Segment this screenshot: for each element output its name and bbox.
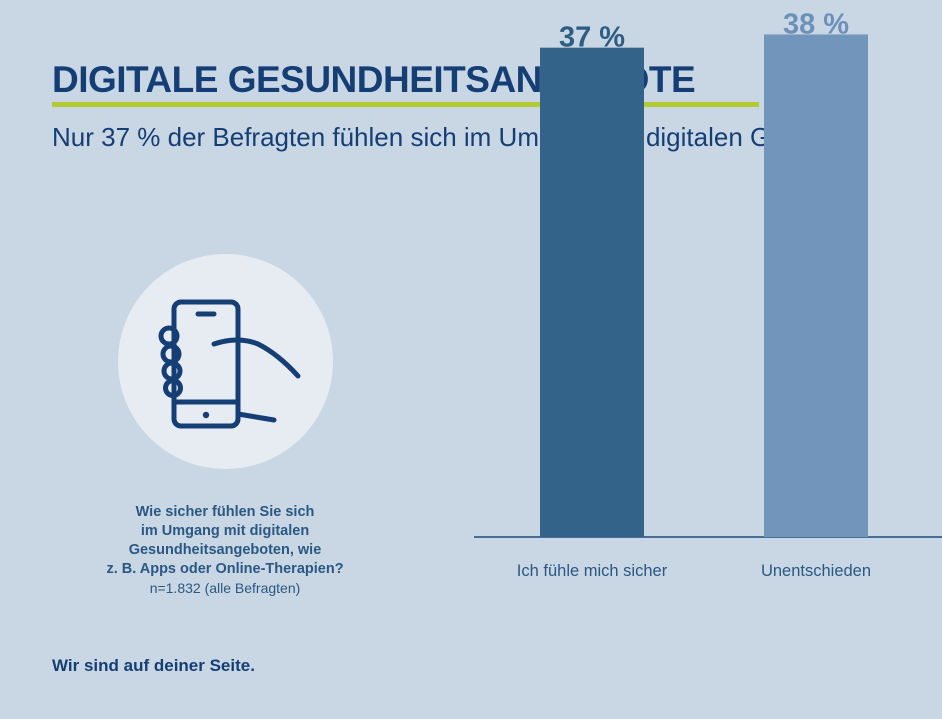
hand-holding-smartphone-icon: [158, 299, 301, 429]
category-label: Unentschieden: [761, 562, 871, 580]
question-line: Gesundheitsangeboten, wie: [128, 542, 322, 558]
bar-1: [540, 47, 644, 538]
footer-slogan: Wir sind auf deiner Seite.: [52, 656, 255, 675]
sample-size: n=1.832 (alle Befragten): [149, 580, 301, 596]
smartphone-hand-icon-circle: [118, 254, 333, 469]
question-line: z. B. Apps oder Online-Therapien?: [106, 561, 344, 577]
bar-value-label: 38 %: [783, 8, 849, 40]
survey-question: Wie sicher fühlen Sie sich im Umgang mit…: [60, 503, 390, 598]
category-label: Ich fühle mich sicher: [517, 562, 668, 580]
title-underline: [52, 102, 759, 107]
bar-value-label: 37 %: [559, 22, 625, 54]
bar-2: [764, 34, 868, 537]
question-text: Wie sicher fühlen Sie sich im Umgang mit…: [60, 503, 390, 579]
chart-subtitle: Nur 37 % der Befragten fühlen sich im Um…: [52, 122, 842, 152]
question-line: Wie sicher fühlen Sie sich: [135, 504, 315, 520]
question-line: im Umgang mit digitalen: [140, 523, 310, 539]
